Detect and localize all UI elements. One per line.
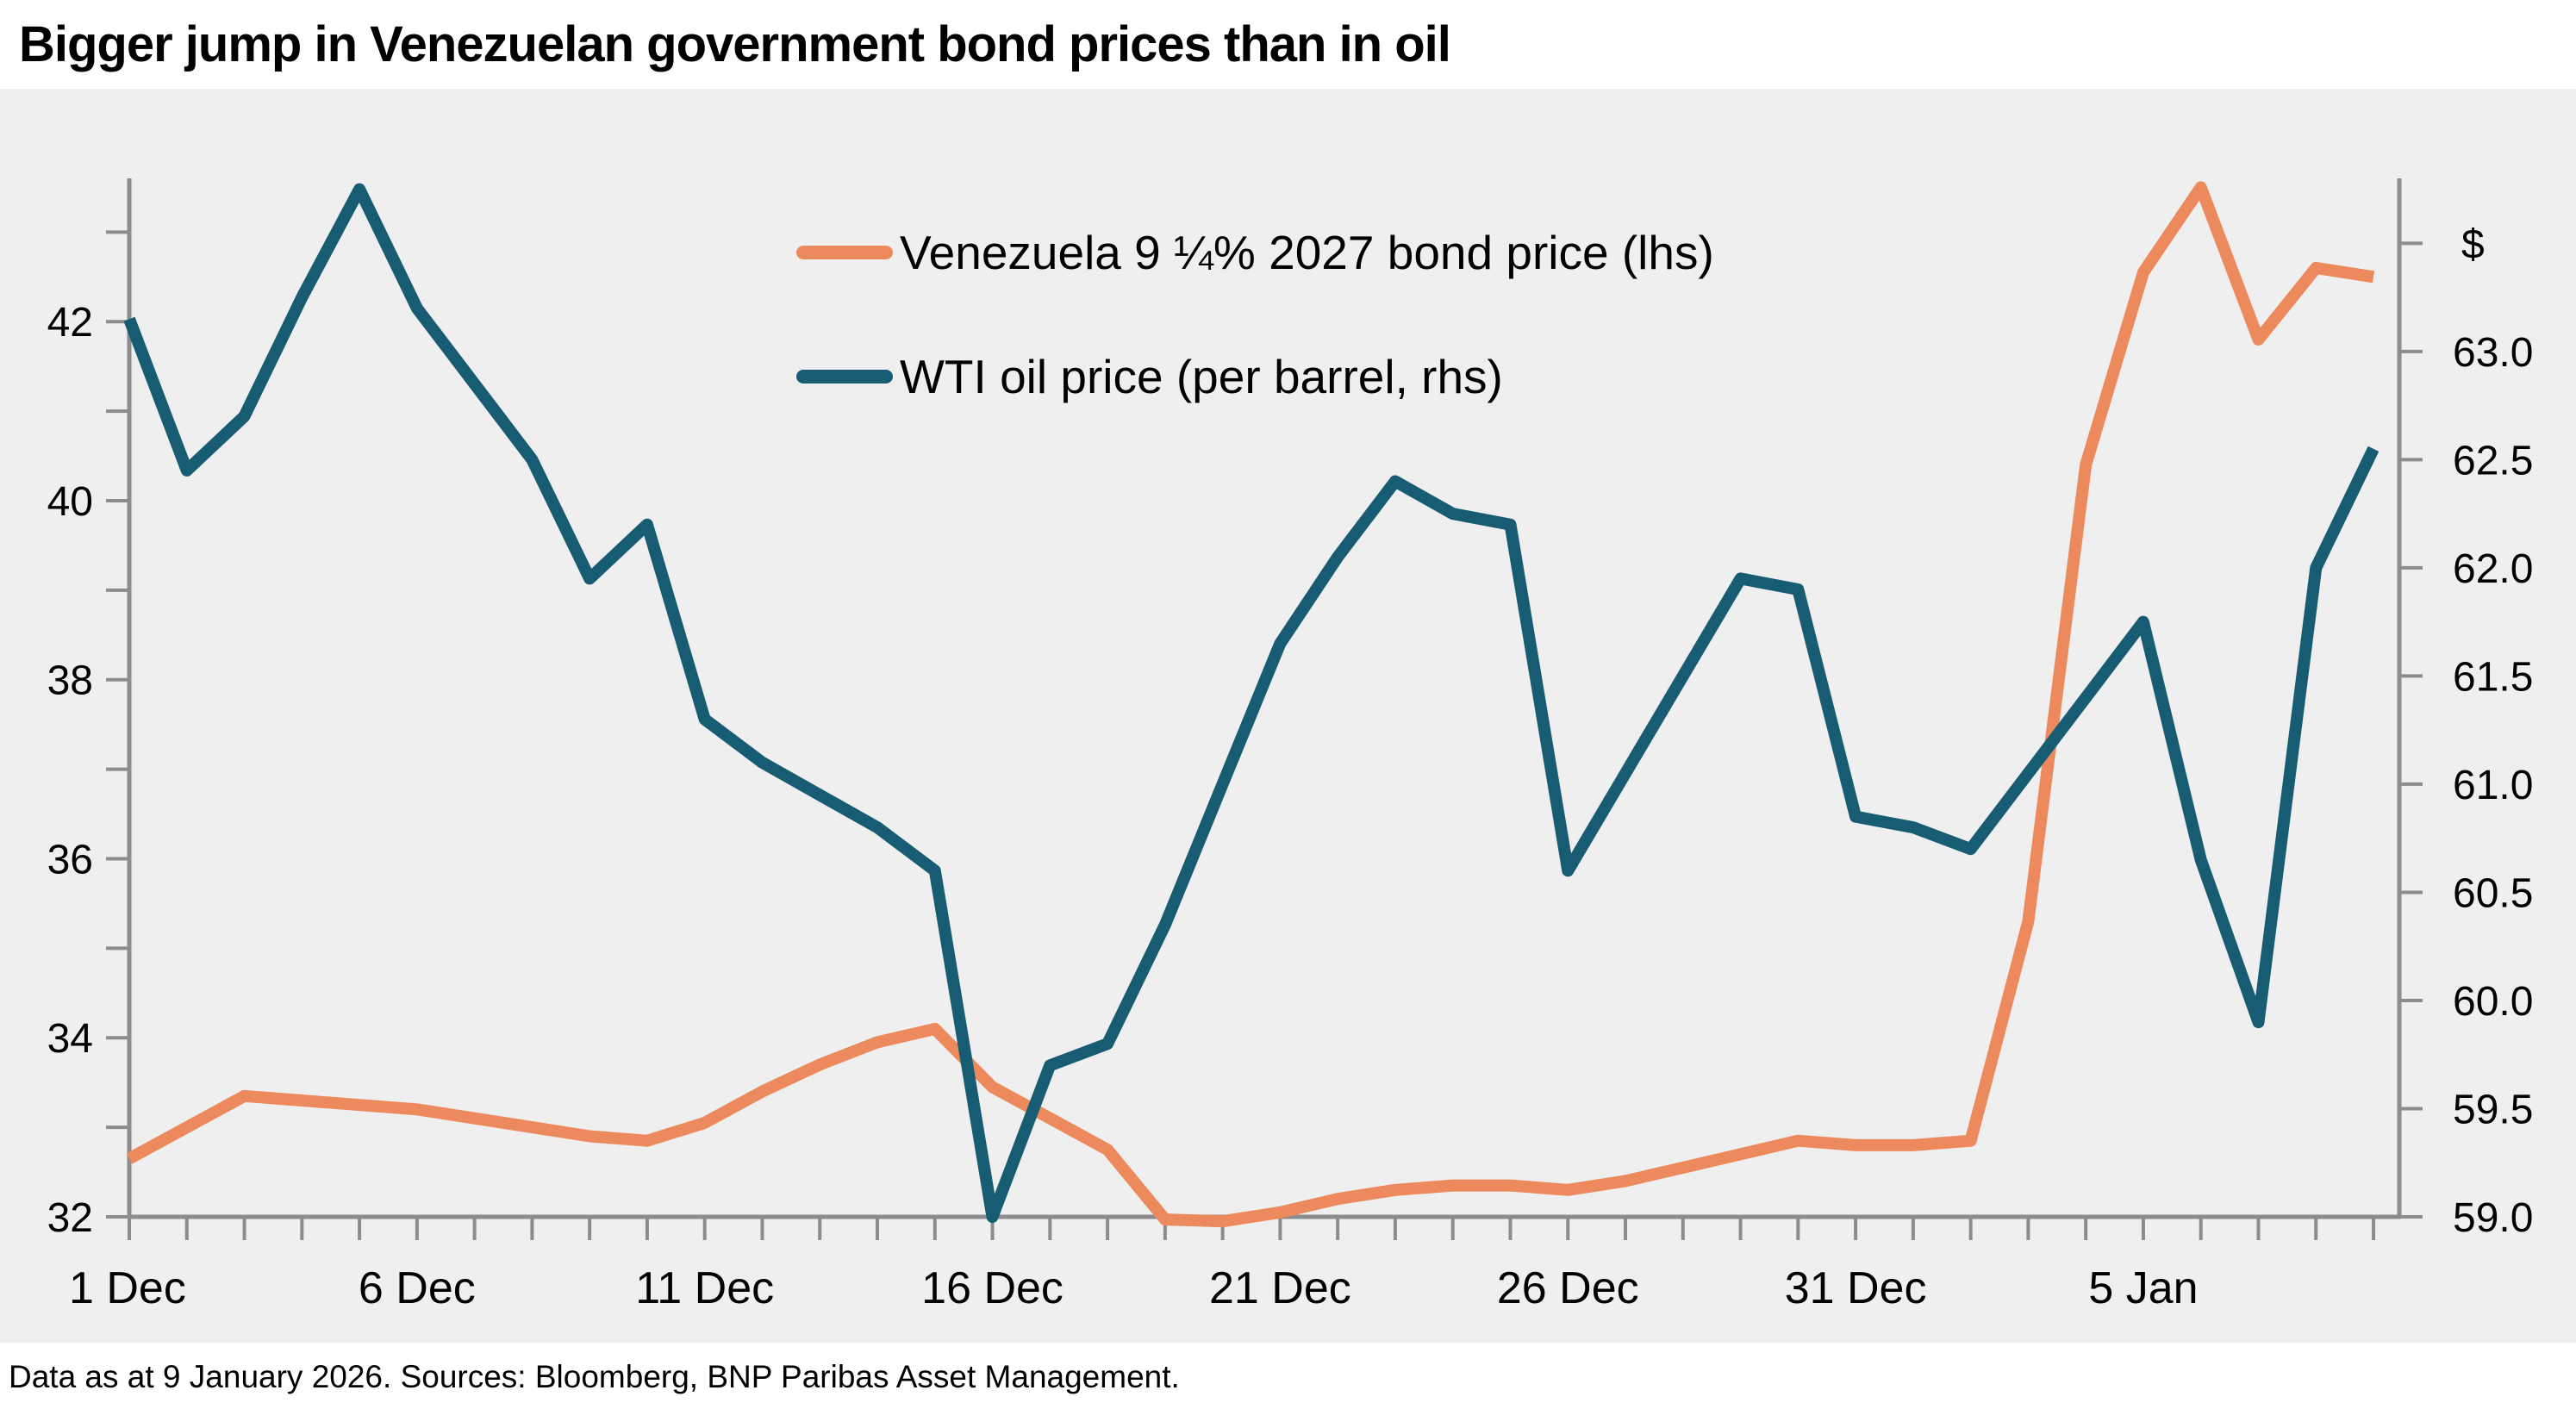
x-axis-tick-label: 31 Dec xyxy=(1785,1263,1927,1313)
plot-background xyxy=(0,89,2576,1343)
x-axis-tick-label: 26 Dec xyxy=(1497,1263,1639,1313)
left-axis-tick-label: 32 xyxy=(47,1195,93,1241)
right-axis-tick-label: 60.5 xyxy=(2453,870,2533,916)
right-axis-tick-label: 61.5 xyxy=(2453,654,2533,700)
left-axis-tick-label: 40 xyxy=(47,479,93,525)
x-axis-tick-label: 5 Jan xyxy=(2088,1263,2198,1313)
left-axis-tick-label: 34 xyxy=(47,1016,93,1062)
right-axis-tick-label: 61.0 xyxy=(2453,763,2533,808)
legend-label-wti: WTI oil price (per barrel, rhs) xyxy=(900,350,1503,403)
x-axis-tick-label: 21 Dec xyxy=(1209,1263,1351,1313)
x-axis-tick-label: 16 Dec xyxy=(921,1263,1063,1313)
page-title: Bigger jump in Venezuelan government bon… xyxy=(19,16,1451,72)
x-axis-tick-label: 1 Dec xyxy=(69,1263,186,1313)
x-axis-tick-label: 6 Dec xyxy=(359,1263,476,1313)
source-note: Data as at 9 January 2026. Sources: Bloo… xyxy=(9,1358,1180,1394)
right-axis-unit-label: $ xyxy=(2461,221,2485,267)
right-axis-tick-label: 59.5 xyxy=(2453,1087,2533,1132)
left-axis-tick-label: 38 xyxy=(47,658,93,704)
right-axis-tick-label: 60.0 xyxy=(2453,979,2533,1025)
right-axis-tick-label: 59.0 xyxy=(2453,1195,2533,1241)
right-axis-tick-label: 63.0 xyxy=(2453,330,2533,376)
bond-price-line xyxy=(126,181,2375,1228)
wti-price-line xyxy=(123,183,2380,1223)
right-axis-tick-label: 62.0 xyxy=(2453,546,2533,592)
right-axis-tick-label: 62.5 xyxy=(2453,438,2533,483)
legend: Venezuela 9 ¼% 2027 bond price (lhs) WTI … xyxy=(796,226,1714,403)
legend-label-bond: Venezuela 9 ¼% 2027 bond price (lhs) xyxy=(900,226,1714,279)
x-axis-tick-label: 11 Dec xyxy=(635,1263,774,1313)
left-axis-tick-label: 36 xyxy=(47,837,93,882)
axes: 32 34 36 38 40 42 59.0 59.5 60.0 60.5 61.0 61.5 62.0… xyxy=(47,178,2533,1313)
left-axis-tick-label: 42 xyxy=(47,300,93,346)
